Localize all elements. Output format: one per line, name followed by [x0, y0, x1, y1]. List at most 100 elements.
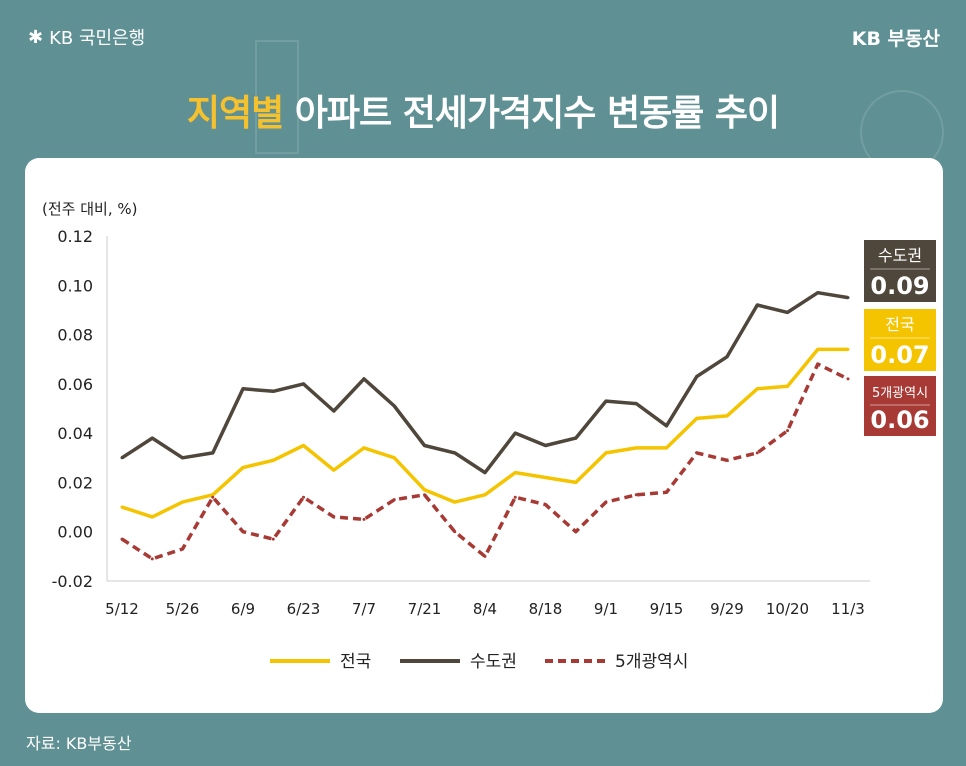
- data-point: [302, 382, 305, 386]
- y-tick-label: 0.08: [57, 326, 93, 345]
- x-tick-label: 8/18: [529, 600, 563, 618]
- data-point: [271, 458, 275, 462]
- y-tick-label: 0.00: [57, 523, 93, 542]
- chart-card: [25, 158, 943, 713]
- data-point: [513, 431, 517, 435]
- data-point: [211, 495, 215, 499]
- data-point: [665, 490, 668, 494]
- end-label-value: 0.09: [870, 272, 929, 300]
- data-point: [362, 517, 366, 521]
- kb-real-estate-brand: KB 부동산: [851, 28, 940, 50]
- data-point: [120, 456, 124, 460]
- data-point: [483, 554, 487, 558]
- end-label-value: 0.06: [870, 406, 929, 434]
- data-point: [846, 377, 850, 381]
- data-point: [181, 500, 184, 504]
- legend-label: 5개광역시: [615, 652, 688, 672]
- y-axis-label: (전주 대비, %): [42, 200, 137, 218]
- data-point: [423, 493, 426, 497]
- data-point: [604, 451, 608, 455]
- data-point: [150, 515, 154, 519]
- data-point: [544, 503, 547, 507]
- y-tick-label: 0.04: [57, 424, 93, 443]
- legend-label: 수도권: [470, 652, 517, 672]
- data-point: [816, 291, 820, 295]
- data-point: [846, 296, 850, 300]
- x-tick-label: 9/29: [710, 600, 744, 618]
- data-point: [574, 530, 578, 534]
- data-point: [181, 456, 184, 460]
- data-point: [271, 537, 275, 541]
- legend-label: 전국: [340, 652, 371, 672]
- data-point: [211, 493, 215, 497]
- end-label-box: [864, 309, 936, 371]
- series-line-0: [121, 347, 848, 519]
- data-point: [544, 476, 547, 479]
- data-point: [634, 446, 638, 450]
- data-point: [120, 537, 124, 541]
- data-point: [453, 500, 457, 504]
- data-point: [695, 451, 699, 455]
- data-point: [755, 303, 759, 307]
- x-tick-label: 10/20: [766, 600, 809, 618]
- data-point: [725, 458, 729, 462]
- data-point: [755, 451, 759, 455]
- data-point: [392, 456, 396, 460]
- x-tick-label: 5/26: [166, 600, 200, 618]
- x-tick-label: 9/1: [594, 600, 618, 618]
- data-point: [725, 355, 729, 359]
- data-point: [271, 389, 275, 393]
- x-tick-label: 8/4: [473, 600, 497, 618]
- data-point: [483, 493, 487, 497]
- page-title: 지역별 아파트 전세가격지수 변동률 추이: [0, 84, 966, 136]
- data-point: [634, 402, 638, 406]
- data-point: [392, 404, 396, 408]
- data-point: [453, 530, 457, 534]
- data-point: [453, 451, 457, 455]
- data-point: [604, 500, 608, 504]
- data-point: [392, 498, 396, 502]
- title-highlight: 지역별: [186, 93, 284, 134]
- data-point: [786, 310, 789, 314]
- decorative-building: [255, 40, 299, 154]
- y-tick-label: 0.12: [57, 227, 93, 246]
- kb-bank-logo: ✱ KB 국민은행: [28, 26, 146, 50]
- data-point: [665, 424, 668, 428]
- data-point: [604, 399, 608, 403]
- data-point: [241, 387, 245, 391]
- end-label-box: [864, 376, 936, 436]
- data-point: [423, 443, 426, 447]
- data-point: [816, 362, 820, 366]
- source-note: 자료: KB부동산: [26, 734, 132, 753]
- data-point: [695, 416, 699, 420]
- data-point: [725, 414, 729, 418]
- data-point: [302, 443, 305, 447]
- y-tick-label: 0.06: [57, 375, 93, 394]
- data-point: [362, 446, 366, 450]
- data-point: [755, 387, 759, 391]
- data-point: [302, 495, 305, 499]
- data-point: [513, 471, 517, 475]
- data-point: [241, 466, 245, 470]
- end-label-name: 수도권: [878, 246, 922, 265]
- x-tick-label: 7/21: [408, 600, 442, 618]
- end-label-value: 0.07: [870, 341, 929, 369]
- data-point: [544, 443, 547, 447]
- data-point: [332, 515, 336, 519]
- data-point: [634, 493, 638, 497]
- y-tick-label: 0.02: [57, 473, 93, 492]
- series-line-2: [121, 362, 849, 561]
- y-tick-label: -0.02: [52, 572, 93, 591]
- data-point: [816, 347, 820, 351]
- y-tick-label: 0.10: [57, 276, 93, 295]
- data-point: [332, 468, 336, 472]
- data-point: [574, 436, 578, 440]
- data-point: [786, 384, 789, 388]
- x-tick-label: 9/15: [650, 600, 684, 618]
- data-point: [513, 495, 517, 499]
- data-point: [786, 429, 789, 433]
- data-point: [574, 480, 578, 484]
- x-tick-label: 7/7: [352, 600, 376, 618]
- data-point: [846, 347, 850, 351]
- data-point: [332, 409, 336, 413]
